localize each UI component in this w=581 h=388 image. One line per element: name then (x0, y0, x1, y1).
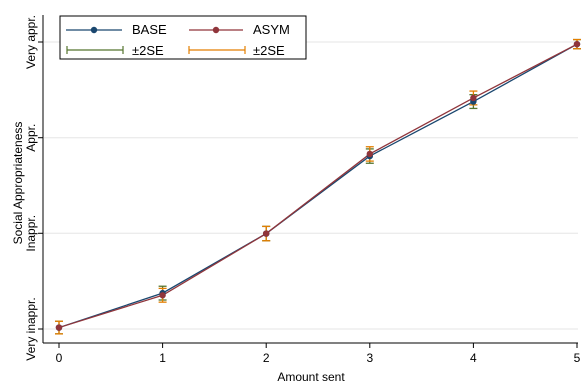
x-tick-label: 5 (574, 351, 581, 365)
series-line-asym (58, 43, 578, 329)
y-tick-layer: Very inappr. Inappr. Appr. Very appr. (24, 15, 43, 361)
legend: BASE ASYM ±2SE ±2SE (59, 15, 307, 60)
data-point-asym (470, 94, 477, 102)
x-tick-label: 3 (366, 351, 373, 365)
data-point-asym (159, 292, 166, 299)
legend-asym-marker (212, 26, 220, 34)
x-axis-label: Amount sent (277, 370, 345, 383)
y-tick-label: Very inappr. (24, 297, 38, 360)
legend-asym-label: ASYM (253, 22, 290, 37)
series-line-layer (58, 43, 578, 329)
y-axis-label: Social Appropriateness (11, 122, 25, 245)
y-tick-label: Very appr. (24, 15, 38, 69)
x-tick-label: 4 (470, 351, 477, 365)
legend-item-asym-ci: ±2SE (188, 43, 285, 58)
data-point-asym (55, 324, 63, 331)
x-tick-label: 2 (263, 351, 270, 365)
y-tick-label: Appr. (24, 124, 38, 152)
legend-asym-ci-label: ±2SE (253, 43, 285, 58)
data-point-asym (573, 40, 581, 48)
x-tick-label: 0 (56, 351, 63, 365)
legend-base-label: BASE (132, 22, 167, 37)
series-point-layer (55, 40, 581, 331)
y-tick-label: Inappr. (24, 215, 38, 252)
legend-base-ci-label: ±2SE (132, 43, 164, 58)
legend-item-asym: ASYM (189, 22, 290, 37)
legend-base-marker (90, 26, 98, 34)
series-line-base (58, 43, 578, 329)
legend-item-base: BASE (66, 22, 167, 37)
legend-item-base-ci: ±2SE (66, 43, 164, 58)
x-tick-layer: 0 1 2 3 4 5 (56, 343, 581, 365)
x-tick-label: 1 (159, 351, 166, 365)
data-point-asym (366, 150, 373, 158)
legend-box (59, 15, 307, 60)
data-point-asym (263, 230, 270, 237)
axis-layer (42, 15, 578, 344)
